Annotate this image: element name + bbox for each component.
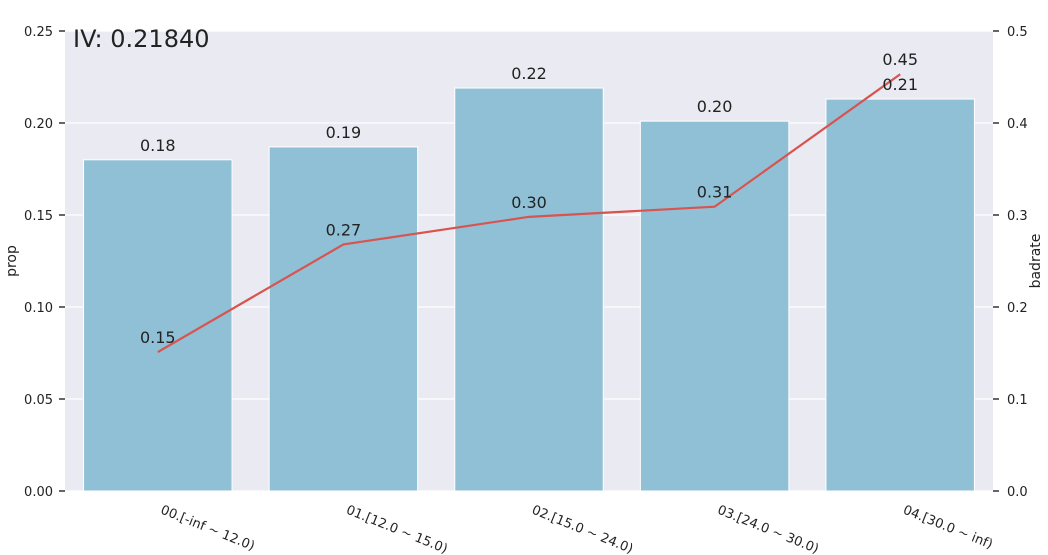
y-axis-title: prop (4, 245, 20, 277)
y2-tick-label: 0.5 (1007, 25, 1028, 40)
x-tick-label: 02.[15.0 ~ 24.0) (530, 503, 636, 555)
y2-axis-title: badrate (1028, 234, 1044, 289)
x-tick-label: 00.[-inf ~ 12.0) (158, 503, 256, 554)
y2-tick-label: 0.0 (1007, 485, 1028, 500)
bar-value-label: 0.21 (882, 75, 918, 94)
bar (825, 98, 975, 492)
y-tick-label: 0.10 (24, 301, 53, 316)
line-value-label: 0.30 (511, 193, 547, 212)
y-tick-label: 0.05 (24, 393, 53, 408)
bar (639, 120, 790, 492)
bar (83, 159, 233, 492)
bar (454, 87, 604, 492)
line-value-label: 0.27 (326, 220, 362, 239)
y-tick-label: 0.25 (24, 25, 53, 40)
y2-tick-label: 0.4 (1007, 117, 1028, 132)
chart-title: IV: 0.21840 (73, 25, 210, 53)
line-value-label: 0.15 (140, 328, 176, 347)
y2-tick-label: 0.3 (1007, 209, 1028, 224)
bar-value-label: 0.18 (140, 136, 176, 155)
y-tick-label: 0.00 (24, 485, 53, 500)
bar-value-label: 0.20 (697, 97, 733, 116)
data-labels: 0.18 0.19 0.22 0.20 0.21 0.15 0.27 0.30 0.31 0.45 (140, 50, 918, 347)
y2-tick-label: 0.1 (1007, 393, 1028, 408)
badrate-line-group (157, 73, 901, 354)
x-tick-label: 01.[12.0 ~ 15.0) (344, 503, 450, 555)
x-tick-label: 04.[30.0 ~ inf) (901, 503, 995, 553)
y-tick-label: 0.20 (24, 117, 53, 132)
bar-value-label: 0.19 (326, 123, 362, 142)
y-tick-label: 0.15 (24, 209, 53, 224)
line-value-label: 0.31 (697, 183, 733, 202)
line-value-label: 0.45 (882, 50, 918, 69)
bars (83, 87, 975, 492)
y2-tick-label: 0.2 (1007, 301, 1028, 316)
bar (268, 146, 419, 492)
bar-value-label: 0.22 (511, 64, 547, 83)
x-tick-label: 03.[24.0 ~ 30.0) (715, 503, 821, 555)
